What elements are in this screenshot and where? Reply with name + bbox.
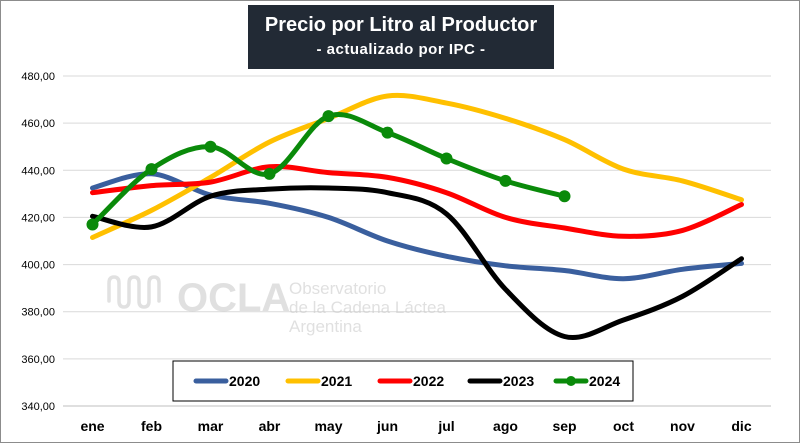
legend-label: 2023 — [503, 373, 534, 389]
x-tick-label: dic — [731, 418, 751, 434]
data-point — [145, 163, 158, 176]
series-2020 — [90, 171, 744, 282]
watermark-line3: Argentina — [289, 317, 362, 336]
chart-title: Precio por Litro al Productor — [264, 14, 538, 36]
y-tick-label: 440,00 — [21, 165, 55, 177]
watermark-name: OCLA — [177, 276, 290, 320]
legend-item-2023: 2023 — [467, 373, 534, 389]
x-tick-label: abr — [259, 418, 281, 434]
watermark-line1: Observatorio — [289, 279, 386, 298]
data-point — [440, 152, 453, 165]
legend-items: 2020 2021 2022 2023 2024 — [193, 373, 620, 389]
x-tick-label: oct — [613, 418, 634, 434]
x-tick-label: nov — [670, 418, 695, 434]
data-point — [381, 126, 394, 139]
gridlines — [63, 75, 771, 360]
legend-item-2022: 2022 — [377, 373, 444, 389]
legend-item-2024: 2024 — [553, 373, 620, 389]
data-point — [499, 174, 512, 187]
series-line — [90, 164, 744, 239]
series-line — [90, 185, 744, 340]
legend-item-2020: 2020 — [193, 373, 260, 389]
y-tick-label: 340,00 — [21, 401, 55, 413]
chart-subtitle: - actualizado por IPC - — [316, 41, 486, 58]
series-lines — [86, 92, 744, 340]
y-tick-label: 360,00 — [21, 354, 55, 366]
data-point — [558, 190, 571, 203]
x-tick-label: sep — [552, 418, 576, 434]
legend-label: 2024 — [589, 373, 620, 389]
ocla-watermark: OCLA Observatorio de la Cadena Láctea Ar… — [107, 275, 446, 336]
y-tick-label: 400,00 — [21, 260, 55, 272]
y-tick-label: 420,00 — [21, 212, 55, 224]
data-point — [263, 167, 276, 180]
legend-label: 2020 — [229, 373, 260, 389]
x-tick-label: mar — [198, 418, 224, 434]
axes: 340,00 360,00 380,00 400,00 420,00 440,00 460,… — [21, 71, 771, 434]
data-point — [204, 140, 217, 153]
legend-label: 2022 — [413, 373, 444, 389]
watermark-line2: de la Cadena Láctea — [289, 298, 446, 317]
x-tick-label: ene — [80, 418, 104, 434]
series-line — [90, 171, 744, 282]
title-box: Precio por Litro al Productor - actualiz… — [248, 5, 554, 69]
series-2024 — [86, 110, 571, 231]
series-line — [90, 92, 744, 240]
y-tick-label: 480,00 — [21, 71, 55, 83]
legend-label: 2021 — [321, 373, 352, 389]
legend-marker — [566, 376, 576, 386]
y-tick-label: 380,00 — [21, 307, 55, 319]
x-tick-label: jun — [376, 418, 398, 434]
data-point — [322, 110, 335, 123]
series-2023 — [90, 185, 744, 340]
legend-item-2021: 2021 — [285, 373, 352, 389]
series-2022 — [90, 164, 744, 239]
ocla-logo-icon — [107, 275, 161, 309]
data-point — [86, 218, 99, 231]
series-2021 — [90, 92, 744, 240]
y-tick-label: 460,00 — [21, 118, 55, 130]
legend: 2020 2021 2022 2023 2024 — [172, 360, 634, 402]
x-tick-label: ago — [493, 418, 518, 434]
x-tick-label: feb — [141, 418, 162, 434]
x-tick-label: may — [314, 418, 342, 434]
series-line — [90, 112, 567, 227]
x-tick-label: jul — [437, 418, 454, 434]
